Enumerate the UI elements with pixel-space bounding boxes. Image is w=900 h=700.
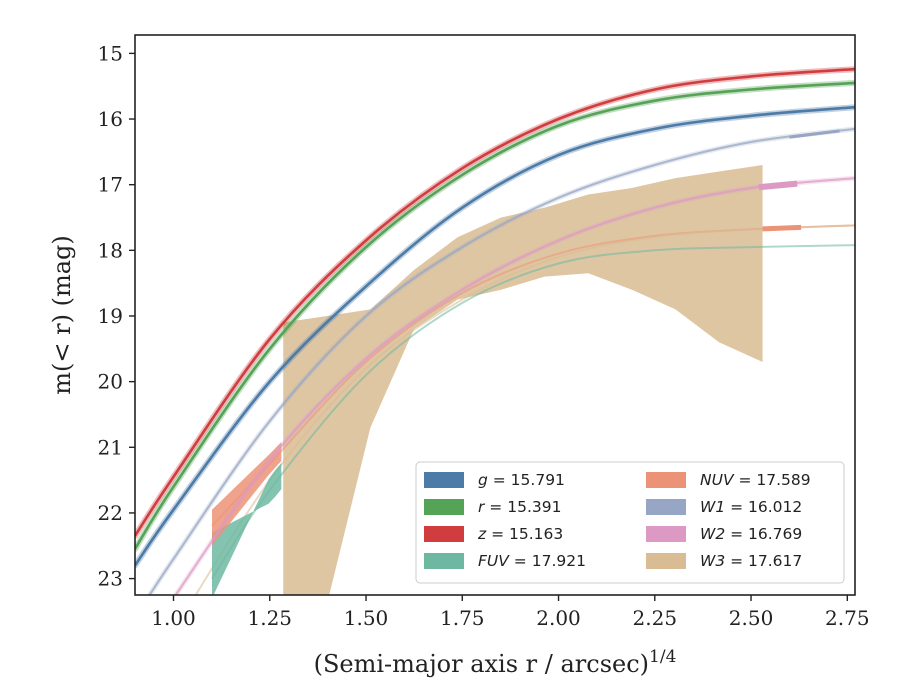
y-tick-label: 20 — [98, 370, 123, 394]
y-tick-label: 16 — [98, 107, 123, 131]
legend-swatch-g — [424, 472, 464, 488]
g-curve — [135, 105, 855, 567]
x-tick-label: 2.25 — [633, 606, 678, 630]
w2-measured-segment — [758, 180, 798, 191]
legend-band-name: NUV — [700, 471, 735, 489]
legend-label-z: z = 15.163 — [477, 525, 563, 543]
y-tick-label: 22 — [98, 501, 123, 525]
legend-band-magnitude: = 17.921 — [509, 552, 586, 570]
axes-frame — [134, 34, 856, 596]
legend-label-fuv: FUV = 17.921 — [478, 552, 586, 570]
legend-band-magnitude: = 15.791 — [488, 471, 565, 489]
x-axis-ticks: 1.00 1.25 1.50 1.75 2.00 2.25 2.50 2.75 — [151, 595, 870, 630]
w3-uncertainty-band — [283, 164, 763, 595]
y-tick-label: 23 — [98, 567, 123, 591]
y-tick-label: 19 — [98, 304, 123, 328]
w1-measured-segment — [789, 129, 840, 139]
legend-band-magnitude: = 15.163 — [486, 525, 563, 543]
legend-band-magnitude: = 15.391 — [484, 498, 561, 516]
legend-label-r: r = 15.391 — [478, 498, 561, 516]
y-axis-ticks: 15 16 17 18 19 20 21 22 23 — [98, 41, 135, 591]
x-axis-title-text: (Semi-major axis r / arcsec) — [314, 650, 649, 678]
legend-swatch-w2 — [646, 526, 686, 542]
plot-area — [135, 66, 855, 595]
legend-band-name: W3 — [700, 552, 725, 570]
x-tick-label: 1.75 — [440, 606, 485, 630]
x-tick-label: 1.25 — [247, 606, 292, 630]
y-tick-label: 15 — [98, 41, 123, 65]
w2-curve — [174, 177, 855, 595]
legend-band-magnitude: = 17.589 — [734, 471, 811, 489]
legend-band-magnitude: = 16.012 — [725, 498, 802, 516]
legend-swatch-fuv — [424, 553, 464, 569]
fuv-uncertainty-band — [212, 463, 282, 595]
x-axis-title-superscript: 1/4 — [649, 647, 676, 667]
legend-band-magnitude: = 16.769 — [725, 525, 802, 543]
x-tick-label: 1.50 — [344, 606, 389, 630]
y-tick-label: 21 — [98, 435, 123, 459]
legend-swatch-nuv — [646, 472, 686, 488]
legend-band-name: g — [478, 471, 488, 489]
legend-swatch-r — [424, 499, 464, 515]
legend-band-name: FUV — [478, 552, 510, 570]
y-axis-title: m(< r) (mag) — [48, 235, 76, 394]
x-tick-label: 2.00 — [536, 606, 581, 630]
legend-label-nuv: NUV = 17.589 — [700, 471, 811, 489]
legend-band-name: r — [478, 498, 486, 516]
legend-band-name: W1 — [700, 498, 725, 516]
legend-band-name: W2 — [700, 525, 725, 543]
legend-swatch-w1 — [646, 499, 686, 515]
x-tick-label: 2.75 — [825, 606, 870, 630]
nuv-measured-segment — [762, 224, 802, 232]
z-curve — [135, 67, 855, 537]
legend-label-w3: W3 = 17.617 — [700, 552, 802, 570]
w1-curve — [148, 127, 855, 595]
legend-band-name: z — [477, 525, 487, 543]
x-tick-label: 1.00 — [151, 606, 196, 630]
legend-label-w1: W1 = 16.012 — [700, 498, 802, 516]
y-tick-label: 17 — [98, 173, 123, 197]
legend-label-g: g = 15.791 — [478, 471, 565, 489]
x-tick-label: 2.50 — [729, 606, 774, 630]
legend-swatch-w3 — [646, 553, 686, 569]
legend-box — [415, 461, 845, 584]
y-tick-label: 18 — [98, 238, 123, 262]
r-curve — [135, 81, 855, 550]
legend-label-w2: W2 = 16.769 — [700, 525, 802, 543]
legend-swatch-z — [424, 526, 464, 542]
legend-band-magnitude: = 17.617 — [725, 552, 802, 570]
x-axis-title: (Semi-major axis r / arcsec)1/4 — [314, 647, 677, 678]
